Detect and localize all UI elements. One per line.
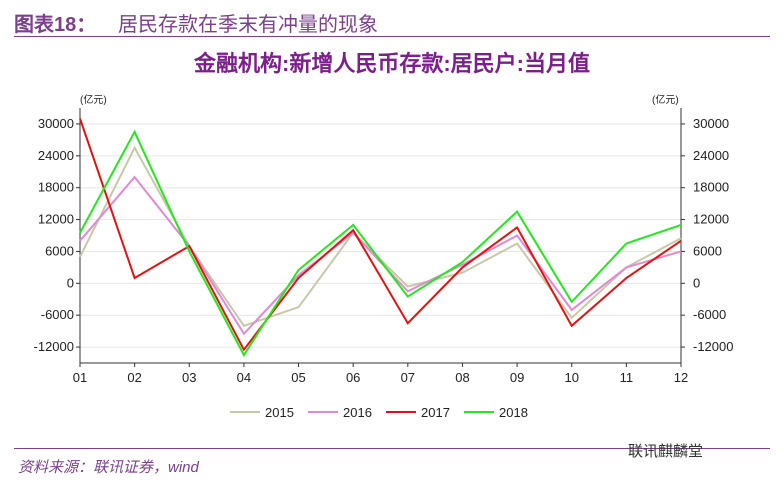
figure-header: 图表18： 居民存款在季末有冲量的现象: [14, 4, 770, 37]
legend-label-2015: 2015: [265, 405, 294, 420]
x-tick-label: 11: [620, 370, 634, 385]
x-tick-label: 05: [291, 370, 305, 385]
x-tick-label: 08: [455, 370, 469, 385]
y-tick-label-left: 24000: [38, 148, 74, 163]
watermark-text: 联讯麒麟堂: [628, 443, 704, 460]
y-tick-label-right: 6000: [693, 243, 722, 258]
x-tick-label: 04: [237, 370, 251, 385]
series-line-2017: [79, 118, 682, 352]
x-tick-label: 02: [127, 370, 141, 385]
y-tick-label-left: 30000: [38, 116, 74, 131]
figure-label: 图表18：: [14, 14, 97, 36]
line-chart: 金融机构:新增人民币存款:居民户:当月值 (亿元) (亿元) 30000 3000…: [34, 51, 734, 420]
series-line-2018: [79, 129, 682, 357]
legend-label-2018: 2018: [499, 405, 528, 420]
y-tick-label-left: -6000: [41, 307, 74, 322]
x-tick-label: 10: [564, 370, 578, 385]
chart-title: 金融机构:新增人民币存款:居民户:当月值: [193, 51, 590, 76]
grid-lines: [80, 123, 681, 348]
y-tick-label-right: 12000: [693, 212, 729, 227]
y-tick-label-left: 0: [67, 275, 74, 290]
y-tick-label-left: -12000: [34, 339, 74, 354]
y-tick-label-right: 24000: [693, 148, 729, 163]
source-note: 资料来源：联讯证券，wind: [18, 459, 199, 476]
y-tick-label-left: 12000: [38, 212, 74, 227]
y-tick-label-right: 30000: [693, 116, 729, 131]
y-tick-label-left: 18000: [38, 180, 74, 195]
x-tick-label: 01: [73, 370, 87, 385]
x-tick-label: 09: [510, 370, 524, 385]
left-axis-unit: (亿元): [80, 93, 107, 106]
y-tick-label-right: -12000: [693, 339, 733, 354]
x-tick-label: 07: [401, 370, 415, 385]
legend-label-2016: 2016: [343, 405, 372, 420]
x-tick-label: 03: [182, 370, 196, 385]
series-line-2015: [79, 145, 682, 327]
x-tick-label: 06: [346, 370, 360, 385]
y-tick-label-left: 6000: [45, 243, 74, 258]
y-tick-label-right: 18000: [693, 180, 729, 195]
legend: 2015 2016 2017 2018: [230, 405, 528, 420]
y-tick-label-right: -6000: [693, 307, 726, 322]
x-tick-label: 12: [674, 370, 688, 385]
legend-label-2017: 2017: [421, 405, 450, 420]
y-tick-label-right: 0: [693, 275, 700, 290]
figure-title: 居民存款在季末有冲量的现象: [118, 14, 378, 36]
right-axis-unit: (亿元): [652, 93, 679, 106]
footer-divider: [14, 448, 770, 449]
series-lines: [79, 118, 682, 357]
